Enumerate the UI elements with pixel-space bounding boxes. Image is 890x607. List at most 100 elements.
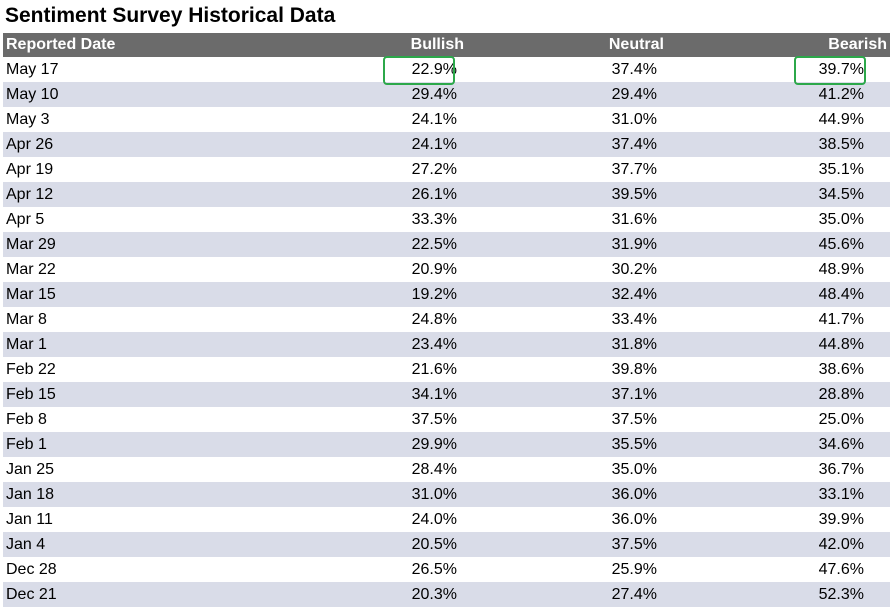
cell-bearish: 36.7% [667,457,890,482]
cell-bearish: 35.1% [667,157,890,182]
cell-bearish: 48.9% [667,257,890,282]
header-bearish: Bearish [667,33,890,57]
cell-neutral: 29.4% [467,82,667,107]
cell-reported-date: Mar 15 [3,282,167,307]
table-header: Reported Date Bullish Neutral Bearish [3,33,890,57]
cell-bearish-value: 48.4% [818,286,864,303]
cell-bearish-value: 45.6% [818,236,864,253]
cell-bearish-value: 44.8% [818,336,864,353]
table-row: Feb 8 37.5% 37.5% 25.0% [3,407,890,432]
cell-bearish-value: 25.0% [818,411,864,428]
header-row: Reported Date Bullish Neutral Bearish [3,33,890,57]
table-row: Mar 15 19.2% 32.4% 48.4% [3,282,890,307]
cell-bearish-value: 33.1% [818,486,864,503]
cell-bearish-value: 38.6% [818,361,864,378]
cell-bearish-value: 47.6% [818,561,864,578]
cell-bearish: 44.9% [667,107,890,132]
cell-reported-date: Jan 25 [3,457,167,482]
table-body: May 17 22.9% 37.4% 39.7% May 10 29.4% 29.4% 41.… [3,57,890,607]
cell-bearish-value: 36.7% [818,461,864,478]
cell-bearish-value: 34.6% [818,436,864,453]
cell-bullish-value: 31.0% [411,486,457,503]
cell-bullish-value: 19.2% [411,286,457,303]
cell-neutral-value: 27.4% [611,586,657,603]
cell-bearish: 25.0% [667,407,890,432]
cell-neutral-value: 31.6% [611,211,657,228]
cell-reported-date: Mar 8 [3,307,167,332]
cell-neutral: 36.0% [467,482,667,507]
cell-neutral-value: 39.8% [611,361,657,378]
cell-bearish-value: 28.8% [818,386,864,403]
cell-neutral: 27.4% [467,582,667,607]
cell-bullish-value: 34.1% [411,386,457,403]
cell-bullish-value: 29.4% [411,86,457,103]
table-row: Apr 26 24.1% 37.4% 38.5% [3,132,890,157]
cell-bearish: 41.2% [667,82,890,107]
cell-neutral: 37.5% [467,532,667,557]
cell-neutral: 37.7% [467,157,667,182]
cell-reported-date: Feb 1 [3,432,167,457]
cell-bearish-value: 38.5% [818,136,864,153]
cell-bullish: 21.6% [167,357,467,382]
table-row: Mar 1 23.4% 31.8% 44.8% [3,332,890,357]
header-reported-date: Reported Date [3,33,167,57]
cell-neutral-value: 37.5% [611,411,657,428]
cell-bullish: 22.5% [167,232,467,257]
cell-bullish-value: 23.4% [411,336,457,353]
cell-neutral: 31.6% [467,207,667,232]
cell-bullish-value: 26.1% [411,186,457,203]
cell-neutral: 33.4% [467,307,667,332]
cell-neutral-value: 32.4% [611,286,657,303]
cell-neutral-value: 35.0% [611,461,657,478]
cell-bearish: 28.8% [667,382,890,407]
cell-bearish: 38.5% [667,132,890,157]
table-row: Jan 18 31.0% 36.0% 33.1% [3,482,890,507]
cell-bearish: 47.6% [667,557,890,582]
cell-neutral-value: 36.0% [611,511,657,528]
cell-bullish: 37.5% [167,407,467,432]
cell-bearish-value: 35.1% [818,161,864,178]
sentiment-table: Reported Date Bullish Neutral Bearish Ma… [3,33,890,607]
cell-bullish-value: 28.4% [411,461,457,478]
cell-bearish: 39.7% [667,57,890,82]
cell-bullish: 27.2% [167,157,467,182]
cell-bearish: 45.6% [667,232,890,257]
cell-neutral-value: 37.7% [611,161,657,178]
cell-neutral-value: 37.1% [611,386,657,403]
cell-bullish-value: 27.2% [411,161,457,178]
cell-neutral-value: 31.9% [611,236,657,253]
table-row: Feb 22 21.6% 39.8% 38.6% [3,357,890,382]
cell-bearish-value: 41.2% [818,86,864,103]
cell-bullish-value: 24.0% [411,511,457,528]
table-row: Jan 25 28.4% 35.0% 36.7% [3,457,890,482]
table-row: Feb 1 29.9% 35.5% 34.6% [3,432,890,457]
cell-bearish: 42.0% [667,532,890,557]
cell-reported-date: Jan 11 [3,507,167,532]
cell-bullish-value: 21.6% [411,361,457,378]
cell-neutral-value: 33.4% [611,311,657,328]
cell-reported-date: Mar 1 [3,332,167,357]
cell-neutral: 35.0% [467,457,667,482]
cell-bearish-value: 39.7% [818,61,864,78]
cell-bullish: 28.4% [167,457,467,482]
cell-bearish: 52.3% [667,582,890,607]
cell-neutral-value: 30.2% [611,261,657,278]
cell-bullish: 26.5% [167,557,467,582]
cell-neutral-value: 29.4% [611,86,657,103]
cell-reported-date: Dec 21 [3,582,167,607]
cell-neutral: 36.0% [467,507,667,532]
table-row: Jan 4 20.5% 37.5% 42.0% [3,532,890,557]
cell-neutral-value: 25.9% [611,561,657,578]
cell-bearish-value: 34.5% [818,186,864,203]
cell-bullish: 22.9% [167,57,467,82]
cell-reported-date: Apr 26 [3,132,167,157]
cell-bearish-value: 39.9% [818,511,864,528]
table-row: May 10 29.4% 29.4% 41.2% [3,82,890,107]
cell-bearish: 48.4% [667,282,890,307]
cell-neutral: 37.4% [467,57,667,82]
cell-reported-date: Mar 22 [3,257,167,282]
cell-bearish: 41.7% [667,307,890,332]
cell-reported-date: Mar 29 [3,232,167,257]
cell-reported-date: Apr 5 [3,207,167,232]
table-row: Dec 28 26.5% 25.9% 47.6% [3,557,890,582]
